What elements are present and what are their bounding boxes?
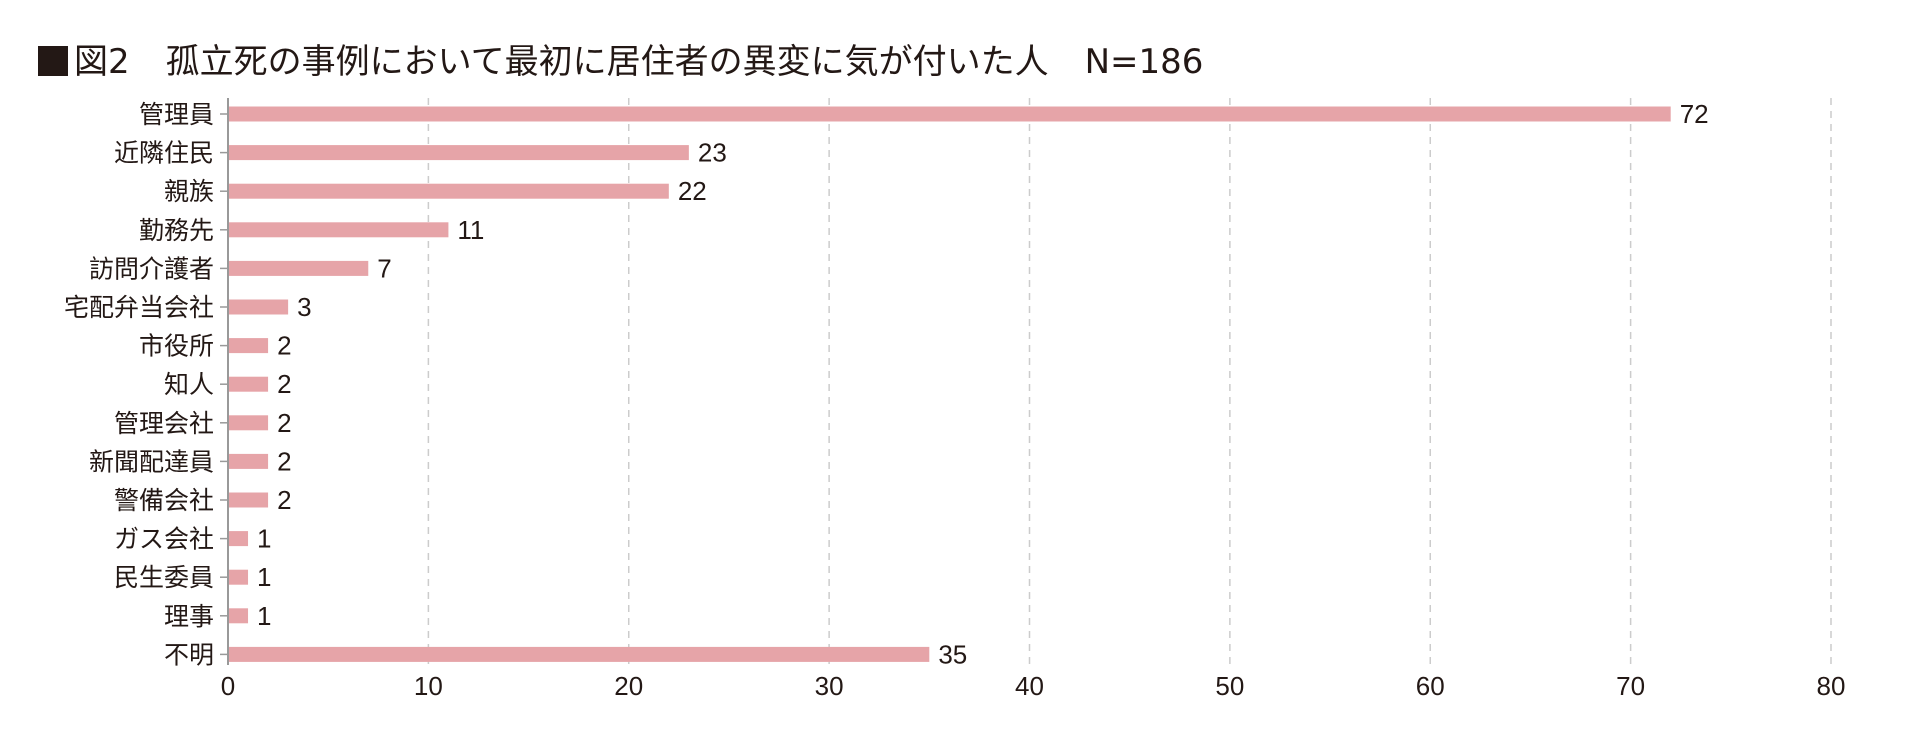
category-label: 管理会社 xyxy=(114,409,214,438)
title-text: 孤立死の事例において最初に居住者の異変に気が付いた人 xyxy=(165,42,1049,82)
bar xyxy=(229,569,249,585)
category-label: 不明 xyxy=(164,640,214,669)
bar xyxy=(229,415,269,431)
category-label: 警備会社 xyxy=(114,486,214,515)
category-label: 理事 xyxy=(164,602,214,631)
x-tick-label: 0 xyxy=(221,671,235,701)
data-label: 7 xyxy=(377,253,391,283)
data-label: 2 xyxy=(277,331,291,361)
category-label: 近隣住民 xyxy=(114,139,214,168)
category-label: ガス会社 xyxy=(114,525,214,554)
category-label: 親族 xyxy=(164,177,214,206)
data-label: 3 xyxy=(297,292,311,322)
data-label: 23 xyxy=(698,138,727,168)
x-tick-label: 50 xyxy=(1215,671,1244,701)
data-label: 11 xyxy=(457,215,484,245)
bar xyxy=(229,492,269,508)
bar xyxy=(229,260,369,276)
data-label: 2 xyxy=(277,408,291,438)
category-label: 市役所 xyxy=(139,332,214,361)
bar xyxy=(229,106,1671,122)
category-label: 新聞配達員 xyxy=(89,447,214,476)
bar xyxy=(229,608,249,624)
category-label: 知人 xyxy=(164,370,214,399)
bar xyxy=(229,453,269,469)
category-label: 民生委員 xyxy=(114,563,214,592)
data-label: 1 xyxy=(257,601,271,631)
data-label: 72 xyxy=(1680,99,1709,129)
n-label: N=186 xyxy=(1084,42,1204,82)
square-bullet-icon xyxy=(38,46,68,76)
bar xyxy=(229,376,269,392)
x-tick-label: 10 xyxy=(414,671,443,701)
category-label: 管理員 xyxy=(139,100,214,129)
x-tick-label: 80 xyxy=(1817,671,1846,701)
bar xyxy=(229,531,249,547)
data-label: 2 xyxy=(277,369,291,399)
data-label: 1 xyxy=(257,562,271,592)
chart-title: 図2 孤立死の事例において最初に居住者の異変に気が付いた人 N=186 xyxy=(38,34,1203,83)
figure-number: 図2 xyxy=(74,42,130,82)
category-label: 訪問介護者 xyxy=(89,254,214,283)
x-tick-label: 20 xyxy=(614,671,643,701)
data-label: 2 xyxy=(277,446,291,476)
x-tick-label: 30 xyxy=(815,671,844,701)
data-label: 1 xyxy=(257,524,271,554)
bar xyxy=(229,222,449,238)
bar xyxy=(229,338,269,354)
x-tick-label: 60 xyxy=(1416,671,1445,701)
data-label: 2 xyxy=(277,485,291,515)
bar xyxy=(229,646,930,662)
bar xyxy=(229,183,669,199)
x-tick-label: 40 xyxy=(1015,671,1044,701)
bar xyxy=(229,145,689,161)
category-label: 宅配弁当会社 xyxy=(64,293,214,322)
x-tick-label: 70 xyxy=(1616,671,1645,701)
bar xyxy=(229,299,289,315)
data-label: 22 xyxy=(678,176,707,206)
data-label: 35 xyxy=(938,639,967,669)
category-label: 勤務先 xyxy=(139,216,214,245)
